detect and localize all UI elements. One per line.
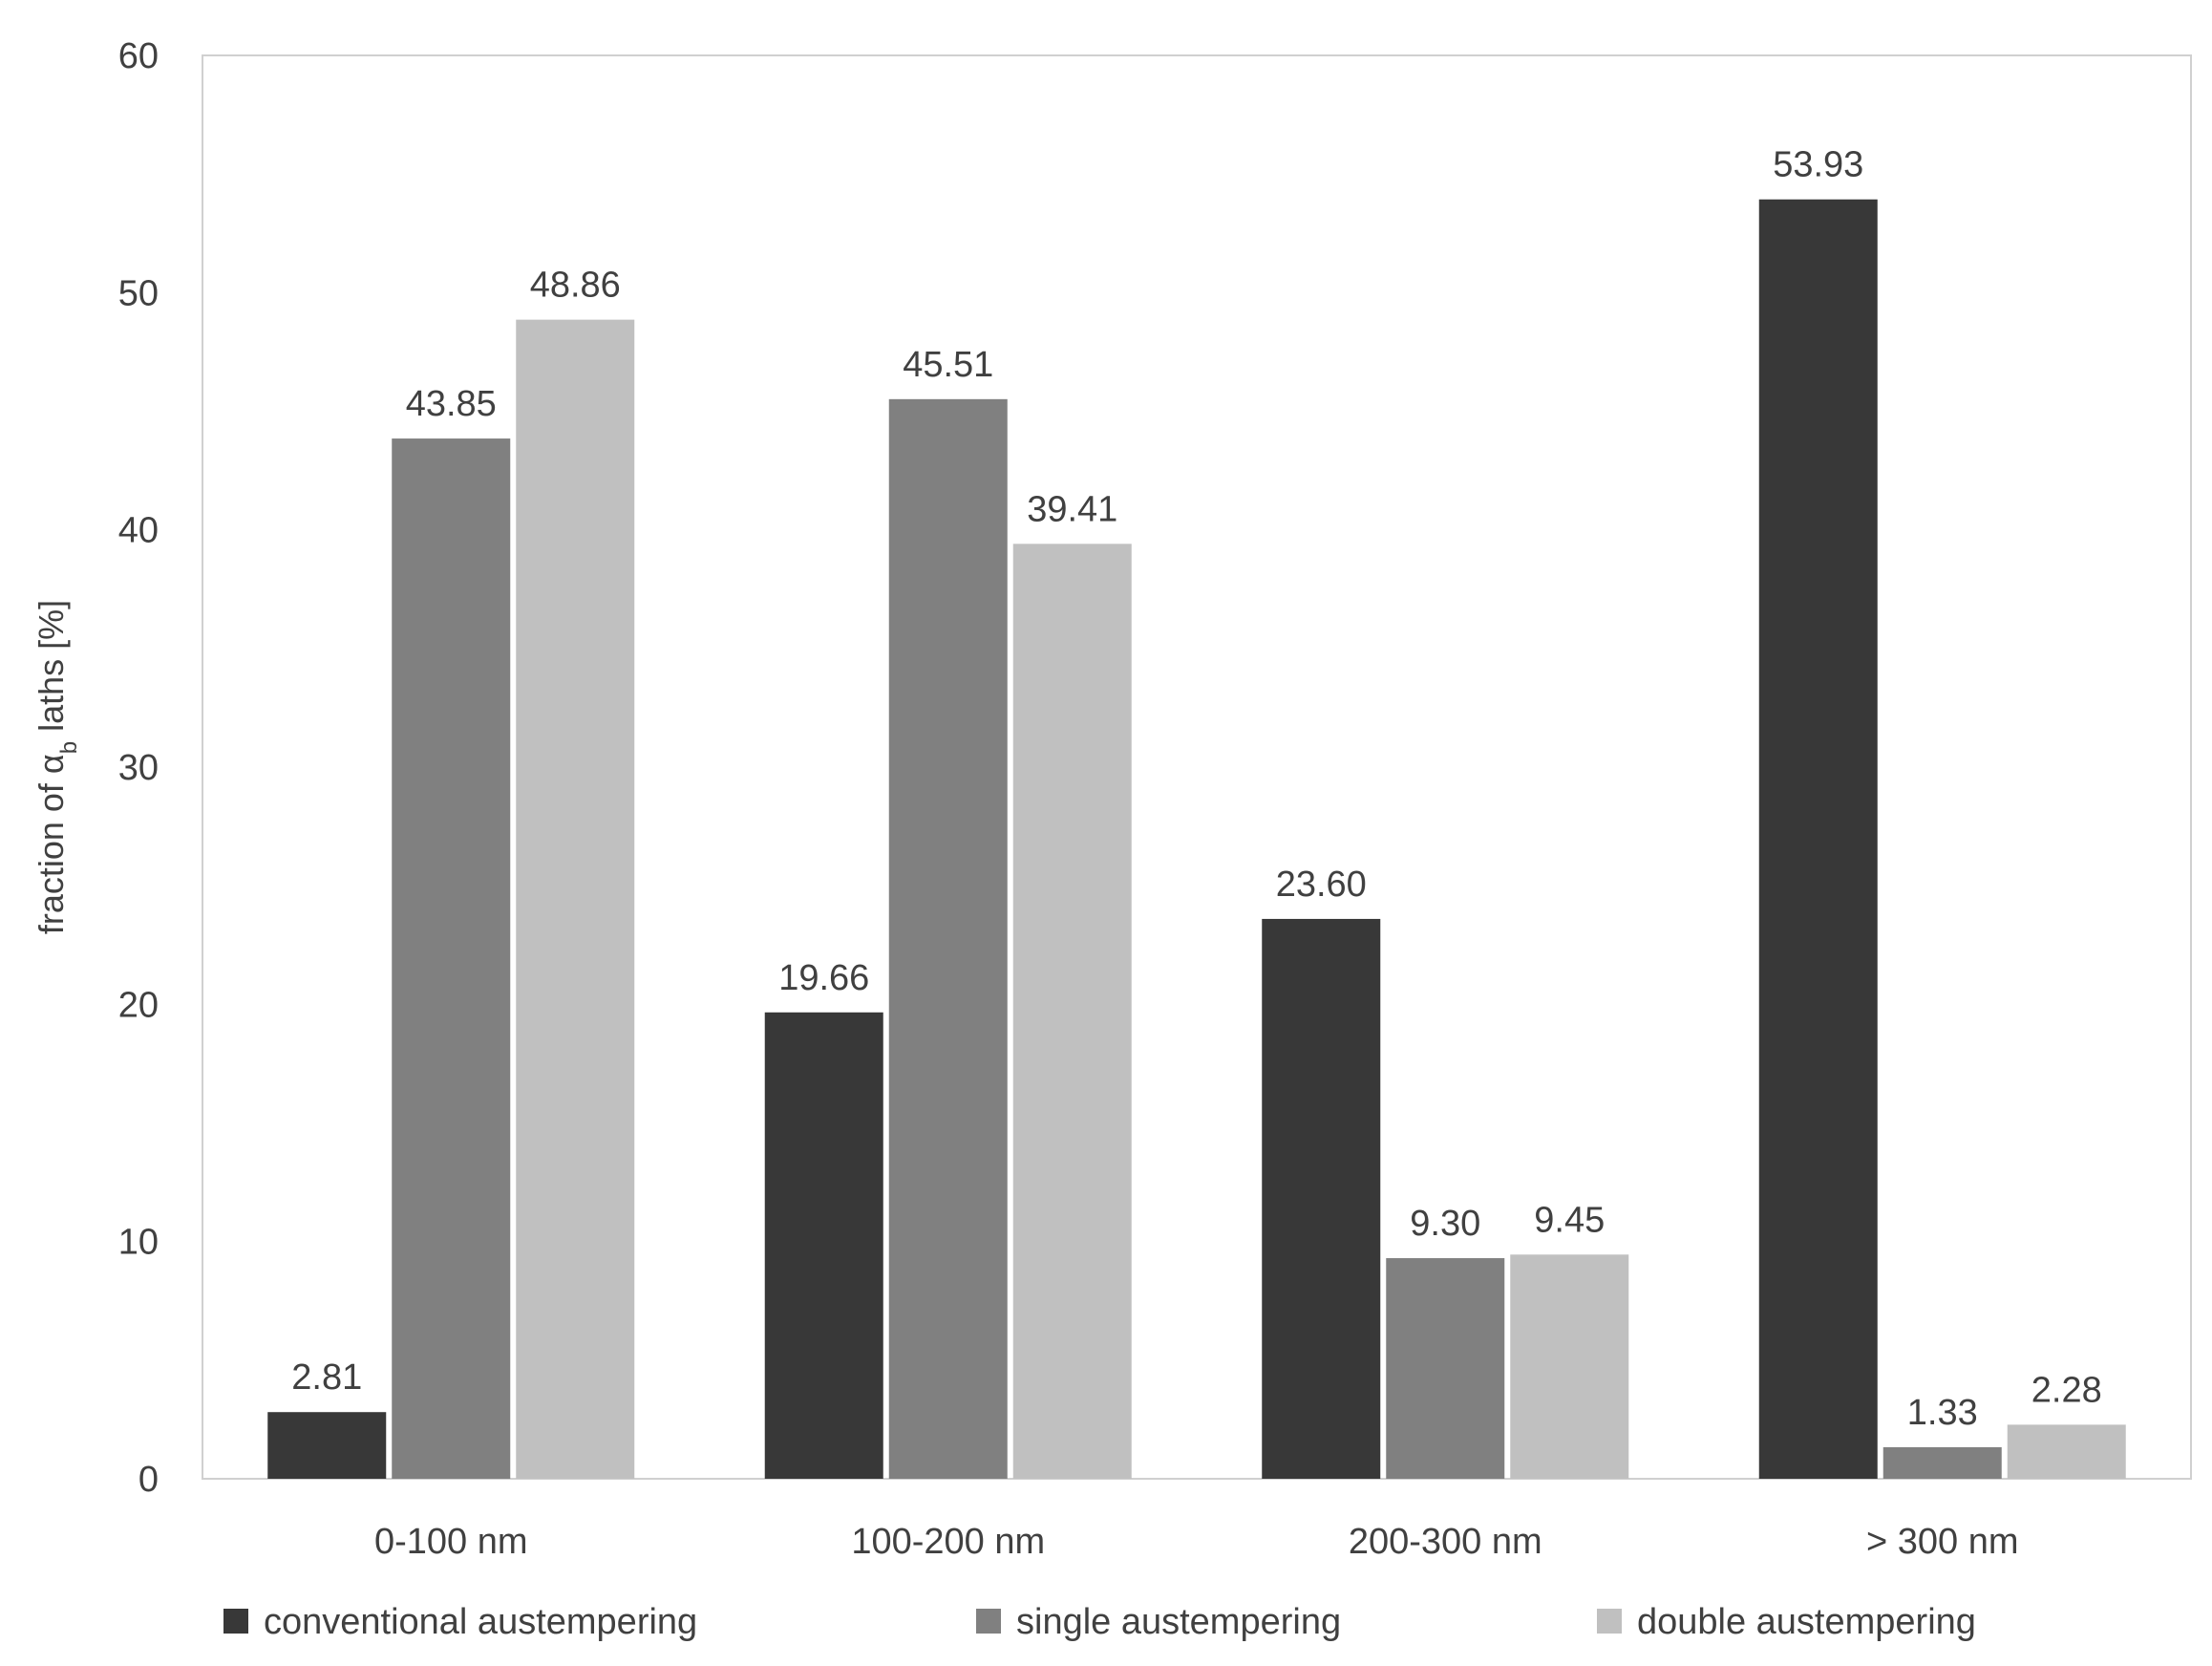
bar — [1012, 544, 1132, 1479]
bar — [516, 319, 635, 1480]
bar — [888, 398, 1008, 1480]
legend-label: conventional austempering — [264, 1602, 697, 1642]
bar — [1262, 918, 1381, 1479]
bar — [1510, 1254, 1629, 1479]
y-tick-label: 50 — [118, 273, 159, 313]
y-tick-label: 10 — [118, 1223, 159, 1263]
legend: conventional austempering single austempe… — [223, 1602, 1976, 1642]
y-tick-label: 30 — [118, 748, 159, 788]
x-axis-categories: 0-100 nm 100-200 nm 200-300 nm > 300 nm — [374, 1522, 2019, 1562]
legend-swatch — [976, 1609, 1001, 1634]
bar-value-label: 9.45 — [1534, 1200, 1605, 1240]
x-category-label: 100-200 nm — [851, 1522, 1045, 1562]
bar-marks — [267, 199, 2126, 1480]
legend-label: double austempering — [1637, 1602, 1976, 1642]
legend-label: single austempering — [1016, 1602, 1341, 1642]
bar-value-label: 45.51 — [903, 345, 993, 385]
x-category-label: 200-300 nm — [1349, 1522, 1542, 1562]
y-axis-title-main: fraction of α — [32, 754, 71, 934]
bar — [267, 1412, 387, 1479]
bar — [392, 438, 511, 1479]
bar-value-label: 39.41 — [1027, 489, 1117, 529]
x-category-label: 0-100 nm — [374, 1522, 528, 1562]
legend-swatch — [223, 1609, 248, 1634]
y-axis-title: fraction of αb laths [%] — [32, 600, 82, 934]
bar — [1882, 1446, 2002, 1479]
y-tick-label: 0 — [138, 1460, 159, 1500]
legend-swatch — [1597, 1609, 1622, 1634]
bar-value-label: 43.85 — [406, 384, 497, 424]
data-labels: 2.81 43.85 48.86 19.66 45.51 39.41 23.60 9.30 9.… — [291, 145, 2101, 1433]
bar-value-label: 9.30 — [1410, 1204, 1480, 1244]
bar-value-label: 1.33 — [1907, 1393, 1978, 1433]
bar-value-label: 48.86 — [530, 266, 621, 306]
bar-value-label: 2.81 — [291, 1357, 362, 1398]
y-axis-title-suffix: laths [%] — [32, 600, 71, 741]
bar — [764, 1012, 883, 1479]
bar — [1386, 1258, 1505, 1479]
y-axis-ticks: 0 10 20 30 40 50 60 — [118, 36, 159, 1500]
bar-value-label: 53.93 — [1773, 145, 1863, 185]
x-category-label: > 300 nm — [1866, 1522, 2019, 1562]
y-tick-label: 40 — [118, 511, 159, 551]
y-tick-label: 20 — [118, 985, 159, 1025]
y-axis-title-subscript: b — [56, 741, 82, 754]
bar-value-label: 19.66 — [778, 958, 869, 998]
bar — [1758, 199, 1878, 1480]
bar — [2007, 1424, 2126, 1479]
y-tick-label: 60 — [118, 36, 159, 76]
bar-value-label: 23.60 — [1276, 865, 1367, 905]
bar-value-label: 2.28 — [2031, 1370, 2102, 1410]
